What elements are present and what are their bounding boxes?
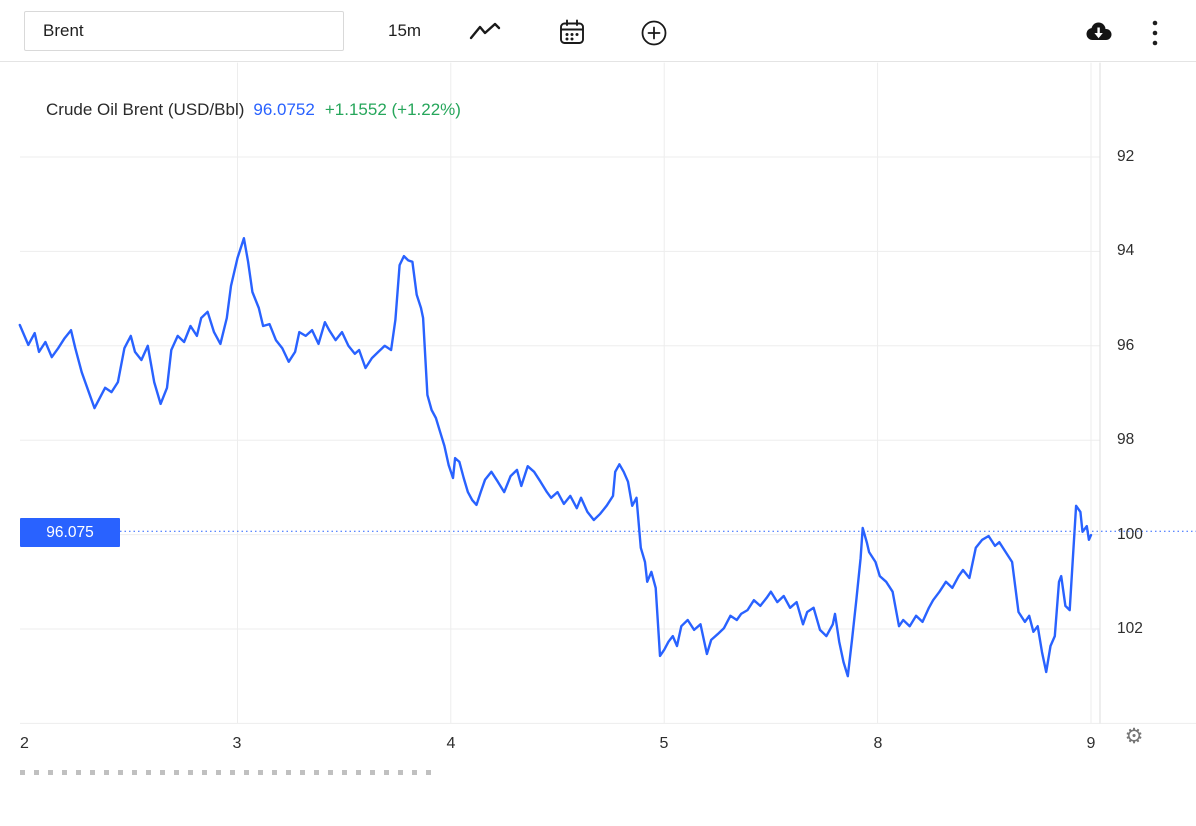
plus-circle-icon[interactable] bbox=[639, 18, 669, 48]
kebab-menu-icon[interactable] bbox=[1148, 17, 1162, 49]
legend-value: 96.0752 bbox=[253, 100, 315, 119]
y-axis-tick: 96 bbox=[1117, 337, 1135, 354]
clipped-bottom-row bbox=[20, 770, 436, 775]
line-chart-icon[interactable] bbox=[468, 20, 502, 44]
legend-change: +1.1552 (+1.22%) bbox=[324, 100, 461, 119]
chart-canvas[interactable] bbox=[0, 62, 1196, 826]
x-axis-tick: 5 bbox=[659, 735, 669, 752]
x-axis-tick: 8 bbox=[873, 735, 883, 752]
x-axis-tick: 9 bbox=[1086, 735, 1096, 752]
cloud-download-icon[interactable] bbox=[1082, 20, 1114, 45]
x-axis-tick: 2 bbox=[20, 735, 29, 752]
chart-legend: Crude Oil Brent (USD/Bbl) 96.0752 +1.1552 … bbox=[46, 98, 461, 122]
calendar-icon[interactable] bbox=[557, 18, 587, 47]
x-axis-tick: 4 bbox=[446, 735, 456, 752]
y-axis-tick: 100 bbox=[1117, 526, 1143, 543]
y-axis-tick: 92 bbox=[1117, 148, 1135, 165]
toolbar: 15m bbox=[0, 0, 1196, 62]
x-axis-tick: 3 bbox=[232, 735, 242, 752]
interval-button[interactable]: 15m bbox=[388, 21, 422, 40]
current-price-label: 96.075 bbox=[20, 518, 120, 547]
gear-icon[interactable]: ⚙ bbox=[1124, 725, 1144, 748]
symbol-input[interactable] bbox=[24, 11, 344, 51]
chart-area: Crude Oil Brent (USD/Bbl) 96.0752 +1.1552 … bbox=[0, 62, 1196, 826]
y-axis-tick: 94 bbox=[1117, 242, 1135, 259]
y-axis-tick: 98 bbox=[1117, 431, 1135, 448]
y-axis-tick: 102 bbox=[1117, 620, 1143, 637]
legend-title: Crude Oil Brent (USD/Bbl) bbox=[46, 100, 245, 119]
price-series-line bbox=[18, 236, 1093, 678]
